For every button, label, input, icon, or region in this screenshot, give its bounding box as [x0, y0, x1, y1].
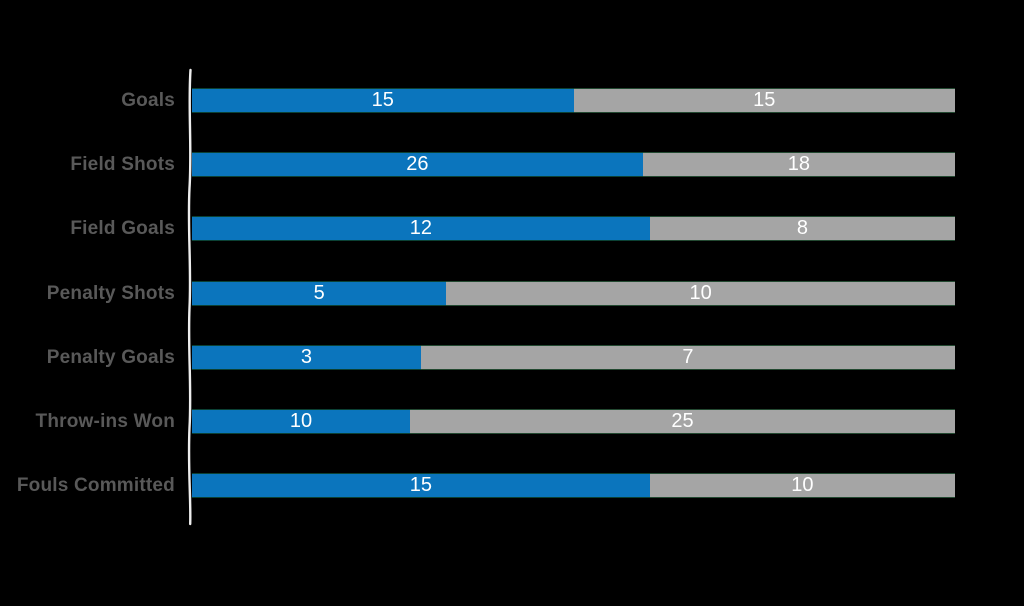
category-label: Fouls Committed	[16, 475, 175, 496]
bar-segment-gray: 10	[446, 281, 955, 306]
stacked-bar: 15 15	[192, 88, 955, 113]
bar-value-label: 10	[689, 282, 712, 304]
bar-value-label: 26	[406, 153, 429, 175]
bar-segment-blue: 12	[192, 216, 650, 241]
category-label: Field Goals	[70, 218, 175, 239]
bar-segment-blue: 15	[192, 88, 574, 113]
bar-value-label: 15	[371, 89, 394, 111]
bar-segment-gray: 10	[649, 473, 955, 498]
y-axis-line	[187, 68, 192, 526]
category-label: Throw-ins Won	[35, 411, 175, 432]
bar-value-label: 18	[787, 153, 811, 175]
bar-value-label: 15	[409, 474, 433, 496]
bar-segment-blue: 10	[192, 409, 410, 434]
bar-segment-gray: 18	[642, 152, 955, 177]
bar-row: Field Shots 26 18	[0, 152, 1024, 177]
bar-segment-blue: 26	[192, 152, 643, 177]
bar-segment-blue: 3	[192, 345, 421, 370]
bar-value-label: 10	[791, 474, 814, 496]
bar-segment-gray: 7	[420, 345, 955, 370]
bar-segment-gray: 15	[573, 88, 955, 113]
category-label: Field Shots	[70, 154, 175, 175]
stacked-bar: 10 25	[192, 409, 955, 434]
bar-segment-gray: 25	[410, 409, 955, 434]
bar-value-label: 25	[671, 410, 694, 432]
stacked-bar: 15 10	[192, 473, 955, 498]
bar-value-label: 3	[300, 346, 312, 368]
bar-segment-blue: 5	[192, 281, 447, 306]
bar-value-label: 5	[313, 282, 325, 304]
legend	[0, 550, 1024, 586]
bar-row: Penalty Goals 3 7	[0, 345, 1024, 370]
bar-value-label: 12	[409, 217, 433, 239]
bar-row: Goals 15 15	[0, 88, 1024, 113]
bar-row: Field Goals 12 8	[0, 216, 1024, 241]
bar-row: Throw-ins Won 10 25	[0, 409, 1024, 434]
bar-segment-gray: 8	[649, 216, 955, 241]
bar-value-label: 8	[796, 217, 808, 239]
category-label: Goals	[121, 90, 175, 111]
bar-value-label: 15	[753, 89, 776, 111]
bar-value-label: 7	[682, 346, 694, 368]
stacked-bar: 26 18	[192, 152, 955, 177]
bar-segment-blue: 15	[192, 473, 650, 498]
category-label: Penalty Goals	[46, 347, 175, 368]
stacked-bar: 5 10	[192, 281, 955, 306]
bar-value-label: 10	[289, 410, 313, 432]
bar-row: Fouls Committed 15 10	[0, 473, 1024, 498]
category-label: Penalty Shots	[46, 283, 175, 304]
bar-row: Penalty Shots 5 10	[0, 281, 1024, 306]
stacked-bar: 12 8	[192, 216, 955, 241]
